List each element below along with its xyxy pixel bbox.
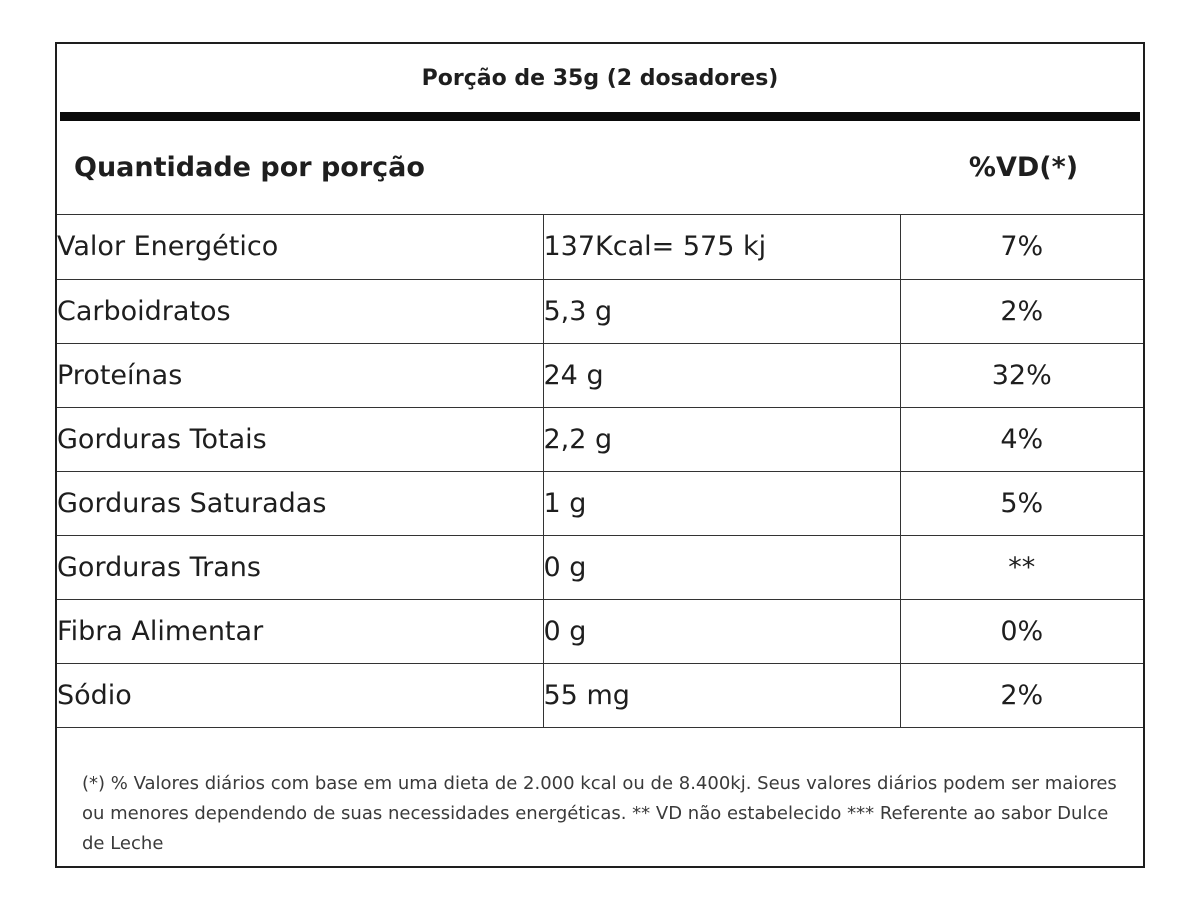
nutrient-amount: 1 g [543,471,901,536]
nutrient-daily-value: 5% [900,471,1143,536]
nutrient-amount: 2,2 g [543,407,901,472]
nutrient-daily-value: ** [900,535,1143,600]
nutrient-name: Proteínas [57,343,544,408]
nutrient-amount: 0 g [543,535,901,600]
table-row: Valor Energético 137Kcal= 575 kj 7% [57,215,1143,280]
footnote: (*) % Valores diários com base em uma di… [82,773,1117,854]
thick-divider [60,112,1140,121]
nutrient-amount: 24 g [543,343,901,408]
nutrient-name: Gorduras Totais [57,407,544,472]
nutrient-name: Gorduras Saturadas [57,471,544,536]
nutrient-daily-value: 2% [900,279,1143,344]
nutrient-amount: 5,3 g [543,279,901,344]
nutrient-daily-value: 32% [900,343,1143,408]
table-row: Fibra Alimentar 0 g 0% [57,599,1143,664]
table-header-row: Quantidade por porção %VD(*) [57,121,1143,215]
nutrient-amount: 55 mg [543,663,901,728]
nutrient-name: Valor Energético [57,215,544,280]
nutrient-amount: 137Kcal= 575 kj [543,215,901,280]
nutrient-daily-value: 7% [900,215,1143,280]
nutrient-amount: 0 g [543,599,901,664]
serving-size: Porção de 35g (2 dosadores) [421,65,779,91]
nutrition-facts-table: Porção de 35g (2 dosadores) Quantidade p… [55,42,1145,868]
nutrient-name: Carboidratos [57,279,544,344]
table-row: Sódio 55 mg 2% [57,663,1143,728]
nutrient-daily-value: 0% [900,599,1143,664]
nutrient-name: Sódio [57,663,544,728]
nutrient-name: Gorduras Trans [57,535,544,600]
nutrient-daily-value: 2% [900,663,1143,728]
table-row: Carboidratos 5,3 g 2% [57,279,1143,344]
nutrient-daily-value: 4% [900,407,1143,472]
quantity-per-serving-heading: Quantidade por porção [74,152,425,183]
nutrient-rows: Valor Energético 137Kcal= 575 kj 7% Carb… [57,215,1143,728]
nutrient-name: Fibra Alimentar [57,599,544,664]
table-row: Gorduras Totais 2,2 g 4% [57,407,1143,472]
table-row: Gorduras Trans 0 g ** [57,535,1143,600]
table-row: Proteínas 24 g 32% [57,343,1143,408]
table-row: Gorduras Saturadas 1 g 5% [57,471,1143,536]
daily-value-heading: %VD(*) [968,152,1079,183]
